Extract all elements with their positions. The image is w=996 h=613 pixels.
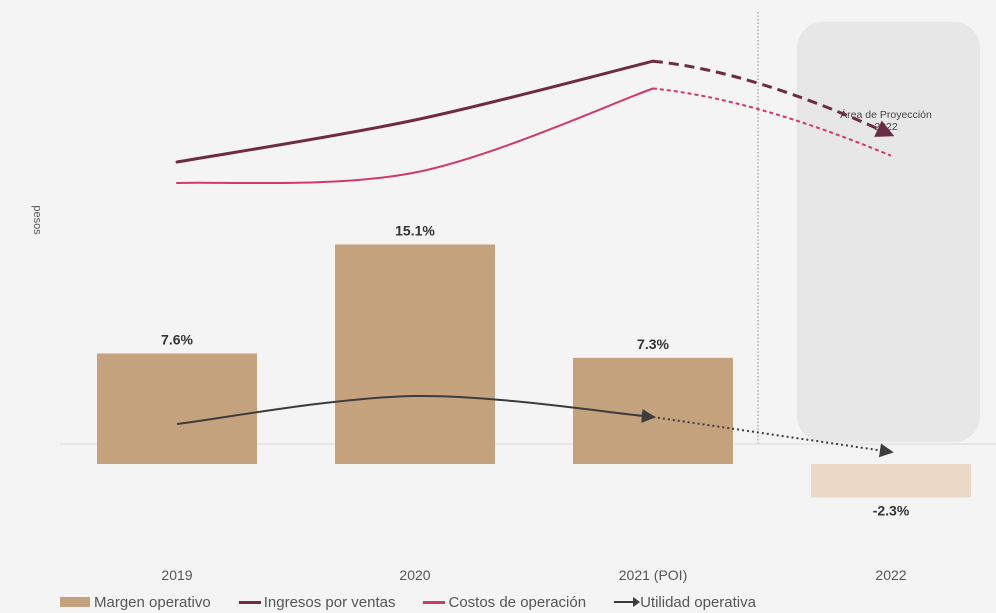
- x-tick-2022: 2022: [875, 567, 906, 583]
- bar-label-2022: -2.3%: [873, 502, 910, 518]
- bar-2020: [335, 244, 495, 464]
- x-tick-2020: 2020: [399, 567, 430, 583]
- line-ingresos-actual: [175, 59, 655, 164]
- x-tick-labels-group: 2019 2020 2021 (POI) 2022: [161, 567, 906, 583]
- legend-item-ingresos: Ingresos por ventas: [238, 593, 396, 611]
- legend-label-utilidad: Utilidad operativa: [640, 593, 756, 611]
- legend-item-margen: Margen operativo: [60, 594, 211, 611]
- x-tick-2019: 2019: [161, 567, 192, 583]
- line-costos-actual: [176, 87, 654, 185]
- bar-label-2020: 15.1%: [395, 222, 435, 238]
- legend-swatch-costos: [423, 600, 446, 604]
- projection-label-line-1: Área de Proyección: [840, 108, 932, 121]
- bar-label-2019: 7.6%: [161, 331, 193, 347]
- lines-group: [175, 59, 895, 458]
- legend-swatch-margen: [60, 597, 90, 607]
- bar-2022: [811, 464, 971, 498]
- bar-label-2021poi: 7.3%: [637, 336, 669, 352]
- bar-2019: [97, 353, 257, 464]
- projection-area: [797, 22, 980, 442]
- legend-swatch-utilidad: [614, 597, 641, 607]
- line-utilidad-projected: [652, 416, 894, 458]
- legend-label-margen: Margen operativo: [94, 593, 211, 611]
- line-costos-projected: [652, 87, 892, 157]
- legend-swatch-ingresos: [238, 600, 261, 604]
- legend-item-costos: Costos de operación: [423, 594, 586, 611]
- legend: Margen operativo Ingresos por ventas Cos…: [60, 592, 996, 612]
- legend-label-ingresos: Ingresos por ventas: [263, 593, 396, 611]
- legend-label-costos: Costos de operación: [448, 593, 587, 611]
- y-axis-label: pesos: [31, 205, 43, 235]
- x-tick-2021poi: 2021 (POI): [619, 567, 687, 583]
- line-ingresos-projected: [652, 59, 895, 137]
- legend-item-utilidad: Utilidad operativa: [614, 594, 756, 611]
- bar-labels-group: 7.6% 15.1% 7.3% -2.3%: [161, 222, 910, 518]
